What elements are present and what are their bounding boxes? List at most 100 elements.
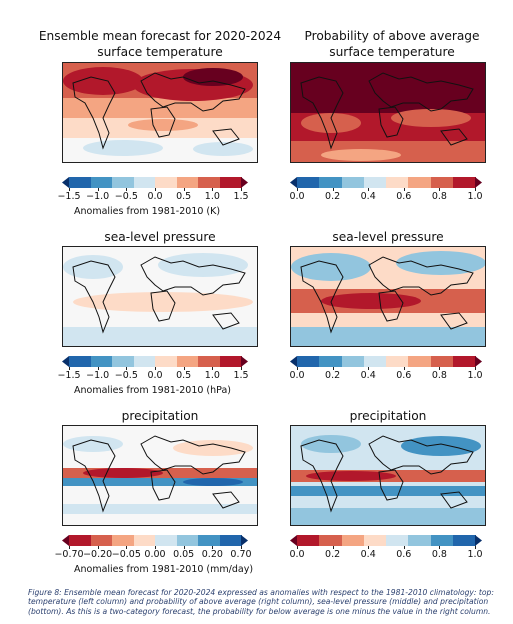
colorbar-segment <box>408 356 431 367</box>
colorbar-tick-label: 0.8 <box>431 549 447 560</box>
colorbar-tick-mark <box>241 367 242 370</box>
colorbar-segment <box>219 177 242 188</box>
colorbar-segment <box>241 177 248 188</box>
colorbar-tick-label: −0.20 <box>83 549 113 560</box>
colorbar-tick-label: 0.20 <box>201 549 223 560</box>
colorbar-tick-mark <box>97 367 99 370</box>
colorbar-tick-mark <box>212 367 214 370</box>
colorbar-segment <box>219 535 242 546</box>
colorbar-gradient <box>290 177 482 188</box>
colorbar-segment <box>319 356 342 367</box>
colorbar-tick-mark <box>183 546 185 549</box>
colorbar-tick-label: 0.4 <box>360 370 376 381</box>
map-sea-level-pressure-anomaly <box>62 246 258 347</box>
colorbar-segment <box>341 356 365 367</box>
colorbar-segment <box>90 535 113 546</box>
colorbar-tick-label: 0.5 <box>176 370 192 381</box>
colorbar-tick-label: 0.2 <box>325 191 341 202</box>
colorbar-segment <box>112 535 134 546</box>
colorbar-tick-label: 1.0 <box>467 549 483 560</box>
map-sea-level-pressure-probability <box>290 246 486 347</box>
precip-left-title: precipitation <box>121 409 199 423</box>
right-column-title-line1: Probability of above average <box>304 29 480 43</box>
colorbar-gradient <box>62 177 248 188</box>
colorbar-segment <box>133 177 156 188</box>
colorbar-tick-label: 0.5 <box>176 191 192 202</box>
colorbar-segment <box>69 356 91 367</box>
colorbar-tick-mark <box>183 188 185 191</box>
colorbar-tick-label: 0.6 <box>396 191 412 202</box>
colorbar-tick-mark <box>241 188 242 191</box>
colorbar-segment <box>69 177 91 188</box>
figure-caption: Figure 8: Ensemble mean forecast for 202… <box>28 588 494 616</box>
colorbar-tick-mark <box>439 546 441 549</box>
colorbar-tick-mark <box>368 546 370 549</box>
colorbar-segment <box>290 535 297 546</box>
colorbar-tick-label: 0.0 <box>147 370 163 381</box>
colorbar-tick-mark <box>97 188 99 191</box>
colorbar-tick-label: 0.6 <box>396 370 412 381</box>
colorbar-axis-label: Anomalies from 1981-2010 (K) <box>74 206 221 217</box>
colorbar-gradient <box>290 535 482 546</box>
colorbar-tick-mark <box>155 546 156 549</box>
colorbar-tick-label: 1.0 <box>467 191 483 202</box>
colorbar-tick-mark <box>155 188 156 191</box>
colorbar-tick-mark <box>126 188 128 191</box>
left-column-title-line1: Ensemble mean forecast for 2020-2024 <box>38 29 282 43</box>
colorbar-tick-label: 0.4 <box>360 191 376 202</box>
colorbar-segment <box>297 356 320 367</box>
right-column-title-line2: surface temperature <box>329 45 455 59</box>
colorbar-segment <box>69 535 91 546</box>
colorbar-tick-mark <box>212 546 214 549</box>
colorbar-tick-label: −0.70 <box>54 549 84 560</box>
colorbar-segment <box>430 535 454 546</box>
colorbar-axis-label: Anomalies from 1981-2010 (hPa) <box>74 385 231 396</box>
colorbar-tick-label: 0.8 <box>431 370 447 381</box>
colorbar-tick-label: −1.0 <box>86 191 110 202</box>
colorbar-tick-label: 0.2 <box>325 549 341 560</box>
colorbar-tick-label: 0.05 <box>173 549 195 560</box>
map-precipitation-probability <box>290 425 486 526</box>
slp-left-title: sea-level pressure <box>104 230 216 244</box>
colorbar-segment <box>297 535 320 546</box>
colorbar-segment <box>363 356 387 367</box>
colorbar-tick-mark <box>69 188 70 191</box>
colorbar-tick-mark <box>297 367 298 370</box>
colorbar-tick-mark <box>183 367 185 370</box>
colorbar-segment <box>198 356 220 367</box>
colorbar-segment <box>297 177 320 188</box>
colorbar-tick-mark <box>368 188 370 191</box>
colorbar-tick-label: −1.5 <box>57 191 81 202</box>
colorbar-segment <box>62 535 69 546</box>
map-sea-level-pressure-anomaly-field <box>63 247 257 346</box>
colorbar-tick-mark <box>475 367 476 370</box>
colorbar-tick-mark <box>403 546 405 549</box>
colorbar-segment <box>452 356 476 367</box>
colorbar-tick-label: 1.0 <box>204 191 220 202</box>
colorbar-segment <box>198 177 220 188</box>
colorbar-segment <box>176 356 199 367</box>
colorbar-segment <box>290 356 297 367</box>
colorbar-segment <box>112 177 134 188</box>
colorbar-tick-mark <box>126 546 128 549</box>
colorbar-segment <box>90 356 113 367</box>
colorbar-tick-label: 1.5 <box>233 191 249 202</box>
colorbar-axis-label: Anomalies from 1981-2010 (mm/day) <box>74 564 254 575</box>
colorbar-tick-mark <box>69 367 70 370</box>
colorbar-segment <box>475 177 482 188</box>
colorbar-segment <box>241 356 248 367</box>
colorbar-gradient <box>62 356 248 367</box>
colorbar-tick-label: 0.0 <box>289 549 305 560</box>
colorbar-segment <box>341 177 365 188</box>
colorbar-gradient <box>290 356 482 367</box>
map-temperature-anomaly <box>62 62 258 163</box>
colorbar-segment <box>319 535 342 546</box>
colorbar-tick-mark <box>475 546 476 549</box>
colorbar-segment <box>219 356 242 367</box>
colorbar-segment <box>241 535 248 546</box>
colorbar-segment <box>133 535 156 546</box>
colorbar-gradient <box>62 535 248 546</box>
colorbar-tick-mark <box>475 188 476 191</box>
left-column-title-line2: surface temperature <box>97 45 223 59</box>
colorbar-segment <box>430 177 454 188</box>
